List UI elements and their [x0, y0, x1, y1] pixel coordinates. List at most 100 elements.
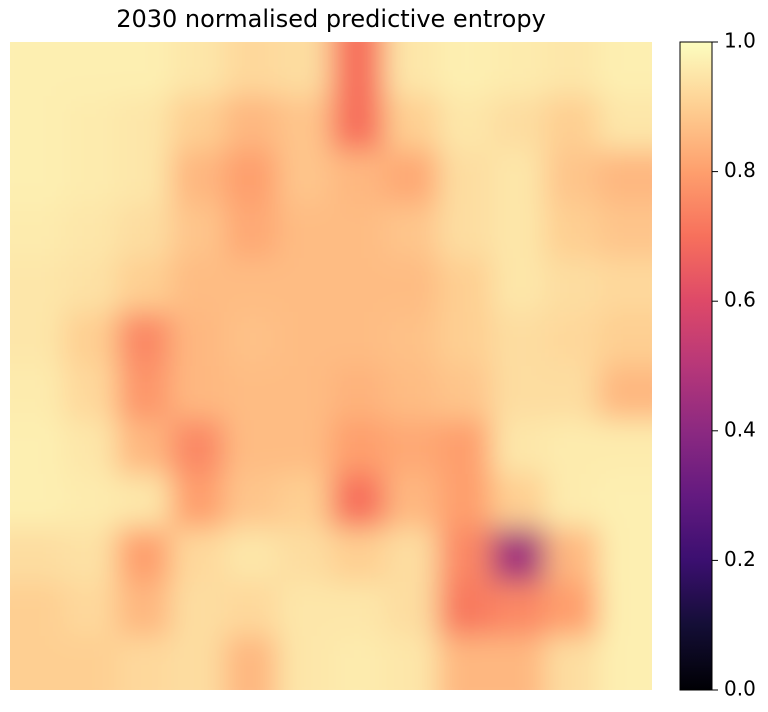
heat-cell	[491, 42, 546, 97]
heat-cell	[598, 582, 652, 637]
heat-cell	[170, 96, 225, 151]
heat-cell	[170, 258, 225, 313]
heat-cell	[545, 582, 599, 637]
heat-cell	[224, 312, 278, 367]
heat-cell	[491, 96, 546, 151]
heat-cell	[277, 258, 332, 313]
heat-cell	[10, 204, 64, 259]
heat-cell	[10, 582, 64, 637]
heat-cell	[277, 528, 332, 583]
heat-cell	[598, 150, 652, 205]
heat-cell	[224, 474, 278, 529]
heat-cell	[491, 150, 546, 205]
heat-cell	[384, 42, 439, 97]
heat-cell	[117, 150, 171, 205]
colorbar-tick-label: 0.6	[724, 288, 756, 312]
heat-cell	[545, 474, 599, 529]
heat-cell	[598, 204, 652, 259]
heat-cell	[438, 42, 492, 97]
heat-cell	[170, 582, 225, 637]
heat-cell	[384, 420, 439, 475]
heat-cell	[438, 474, 492, 529]
chart-title: 2030 normalised predictive entropy	[116, 5, 546, 33]
heat-cell	[545, 204, 599, 259]
heat-cell	[10, 150, 64, 205]
heat-cell	[63, 474, 118, 529]
heatmap	[10, 42, 652, 690]
heat-cell	[277, 312, 332, 367]
heat-cell	[384, 312, 439, 367]
heat-cell	[117, 96, 171, 151]
heat-cell	[438, 150, 492, 205]
heat-cell	[10, 312, 64, 367]
heat-cell	[224, 582, 278, 637]
heat-cell	[438, 420, 492, 475]
heat-cell	[170, 528, 225, 583]
heat-cell	[10, 42, 64, 97]
heat-cell	[545, 636, 599, 690]
heat-cell	[545, 312, 599, 367]
heat-cell	[117, 42, 171, 97]
colorbar-tick-label: 1.0	[724, 29, 756, 53]
colorbar-tick-label: 0.2	[724, 547, 756, 571]
heat-cell	[10, 474, 64, 529]
heat-cell	[117, 312, 171, 367]
heat-cell	[331, 42, 385, 97]
heat-cell	[491, 528, 546, 583]
heat-cell	[10, 96, 64, 151]
heat-cell	[598, 312, 652, 367]
heat-cell	[63, 528, 118, 583]
heat-cell	[331, 528, 385, 583]
heat-cell	[277, 42, 332, 97]
heat-cell	[331, 150, 385, 205]
heat-cell	[224, 204, 278, 259]
colorbar	[679, 41, 713, 691]
heat-cell	[491, 258, 546, 313]
heat-cell	[384, 528, 439, 583]
heat-cell	[170, 366, 225, 421]
colorbar-tick-label: 0.8	[724, 158, 756, 182]
heat-cell	[10, 528, 64, 583]
heat-cell	[224, 258, 278, 313]
heat-cell	[224, 528, 278, 583]
heat-cell	[170, 636, 225, 690]
heat-cell	[277, 96, 332, 151]
heat-cell	[117, 636, 171, 690]
heat-cell	[10, 636, 64, 690]
heat-cell	[598, 258, 652, 313]
heat-cell	[384, 258, 439, 313]
heat-cell	[438, 96, 492, 151]
heat-cell	[331, 474, 385, 529]
heat-cell	[331, 582, 385, 637]
heat-cell	[491, 420, 546, 475]
heat-cell	[277, 150, 332, 205]
heat-cell	[170, 204, 225, 259]
heat-cell	[277, 366, 332, 421]
heat-cell	[63, 258, 118, 313]
heat-cell	[491, 366, 546, 421]
heat-cell	[491, 636, 546, 690]
heat-cell	[63, 96, 118, 151]
heat-cell	[63, 582, 118, 637]
heat-cell	[384, 474, 439, 529]
heat-cell	[491, 312, 546, 367]
heat-cell	[438, 582, 492, 637]
heat-cell	[277, 420, 332, 475]
heat-cell	[491, 474, 546, 529]
heat-cell	[384, 582, 439, 637]
heat-cell	[384, 96, 439, 151]
heat-cell	[331, 312, 385, 367]
heat-cell	[384, 204, 439, 259]
heat-cell	[224, 96, 278, 151]
heat-cell	[545, 258, 599, 313]
heat-cell	[170, 150, 225, 205]
heat-cell	[277, 204, 332, 259]
heat-cell	[384, 636, 439, 690]
heat-cell	[224, 42, 278, 97]
heat-cell	[170, 42, 225, 97]
heat-cell	[10, 420, 64, 475]
heat-cell	[598, 474, 652, 529]
heat-cell	[598, 528, 652, 583]
heat-cell	[545, 420, 599, 475]
